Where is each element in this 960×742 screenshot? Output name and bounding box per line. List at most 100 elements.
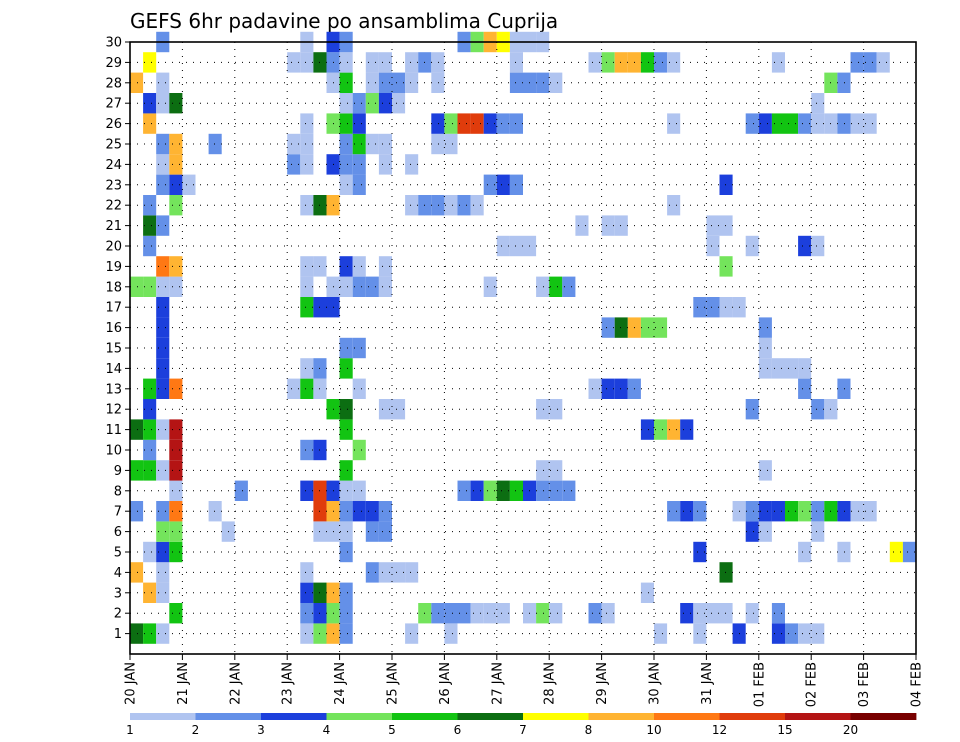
precip-cell [483,113,497,134]
precip-cell [130,562,144,583]
x-tick-label: 20 JAN [124,662,139,705]
colorbar-label: 10 [646,723,661,737]
y-tick-label: 26 [105,117,122,132]
precip-cell [339,72,353,93]
colorbar-label: 1 [126,723,134,737]
precip-cell [798,358,812,379]
precip-cell [785,358,799,379]
precip-cell [287,154,301,175]
precip-cell [549,603,563,624]
precip-cell [509,72,523,93]
precip-cell [208,501,222,522]
x-tick-label: 26 JAN [438,662,453,705]
precip-cell [339,52,353,73]
precip-cell [352,378,366,399]
precip-cell [654,623,668,644]
precip-cell [536,480,550,501]
precip-cell [143,235,157,257]
precip-cell [719,256,733,277]
colorbar-label: 2 [192,723,200,737]
y-tick-label: 29 [105,56,122,71]
precip-cell [378,501,392,522]
precip-cell [339,256,353,277]
precip-cell [614,52,628,73]
x-tick-label: 30 JAN [648,662,663,705]
precip-cell [457,603,471,624]
precip-cell [693,623,707,644]
precip-cell [496,174,510,195]
colorbar-label: 20 [843,723,858,737]
precip-cell [837,378,851,399]
precip-cell [811,93,825,114]
precip-cell [837,501,851,522]
y-tick-label: 2 [114,607,122,622]
x-tick-label: 25 JAN [386,662,401,705]
precip-cell [798,501,812,522]
precip-cell [693,603,707,624]
precip-cell [549,276,563,297]
precip-cell [130,460,144,481]
precip-cell [549,480,563,501]
precip-cell [169,93,183,114]
precip-cell [156,562,170,583]
precip-cell [300,133,314,155]
precip-cell [483,276,497,297]
x-tick-label: 01 FEB [752,662,767,707]
precip-cell [785,113,799,134]
precip-cell [143,215,157,236]
colorbar-label: 4 [323,723,331,737]
y-tick-label: 28 [105,76,122,91]
precip-cell [300,582,314,603]
precip-cell [693,541,707,563]
colorbar-label: 6 [454,723,462,737]
precip-cell [470,480,484,501]
precip-cell [130,276,144,297]
colorbar-label: 8 [585,723,593,737]
precip-cell [169,541,183,563]
precip-cell [745,521,759,542]
precip-cell [156,133,170,155]
precip-cell [287,52,301,73]
precip-cell [771,113,785,134]
colorbar: 1 2 3 4 5 6 7 8 10 12 15 20 [126,713,917,737]
precip-cell [352,93,366,114]
precip-cell [680,501,694,522]
precip-cell [902,541,916,563]
precip-cell [352,256,366,277]
y-tick-label: 18 [105,280,122,295]
precip-cell [811,521,825,542]
precip-cell [509,52,523,73]
precip-cell [693,501,707,522]
precip-cell [352,439,366,461]
precip-cell [392,399,406,420]
precip-cell [601,52,615,73]
precip-cell [614,317,628,338]
precip-cell [169,603,183,624]
precip-cell [509,480,523,501]
precip-cell [719,603,733,624]
precip-cell [771,358,785,379]
precip-cell [300,256,314,277]
precip-cell [758,501,772,522]
y-tick-label: 23 [105,178,122,193]
precip-cell [640,419,654,440]
precip-cell [130,623,144,644]
precip-cell [156,358,170,379]
precip-cell [405,154,419,175]
precip-cell [156,337,170,359]
precip-cell [640,52,654,73]
precip-cell [601,317,615,338]
precip-cell [300,276,314,297]
precip-cell [693,297,707,318]
x-tick-label: 27 JAN [490,662,505,705]
precip-cell [300,603,314,624]
precip-cell [588,52,602,73]
y-tick-label: 27 [105,97,122,112]
precip-cell [614,378,628,399]
precip-cell [339,113,353,134]
precip-cell [169,521,183,542]
precip-cell [365,501,379,522]
precip-cell [457,195,471,216]
precip-cell [654,52,668,73]
